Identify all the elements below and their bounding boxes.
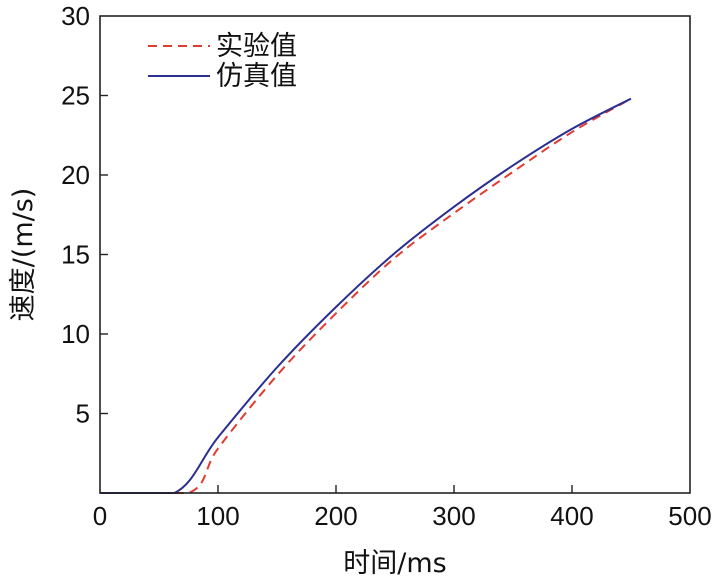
x-tick-label: 0 [93,501,107,531]
series-layer [100,97,632,494]
x-tick-label: 100 [196,501,239,531]
x-tick-label: 200 [314,501,357,531]
legend-label-1: 实验值 [216,31,297,62]
y-tick-label: 10 [61,319,90,349]
ticks-layer: 0 100 200 300 400 500 5 10 15 20 25 30 [61,1,712,531]
y-axis-title: 速度/(m/s) [8,188,39,322]
y-tick-label: 20 [61,160,90,190]
y-tick-label: 25 [61,81,90,111]
series-line-2 [100,97,632,494]
x-tick-label: 400 [550,501,593,531]
series-line-1 [100,97,632,494]
legend-label-2: 仿真值 [216,61,297,92]
y-tick-label: 15 [61,240,90,270]
x-tick-label: 300 [432,501,475,531]
x-tick-label: 500 [668,501,711,531]
y-tick-label: 30 [61,1,90,31]
x-axis-title: 时间/ms [343,548,446,579]
y-tick-label: 5 [76,399,90,429]
plot-frame [99,15,691,494]
